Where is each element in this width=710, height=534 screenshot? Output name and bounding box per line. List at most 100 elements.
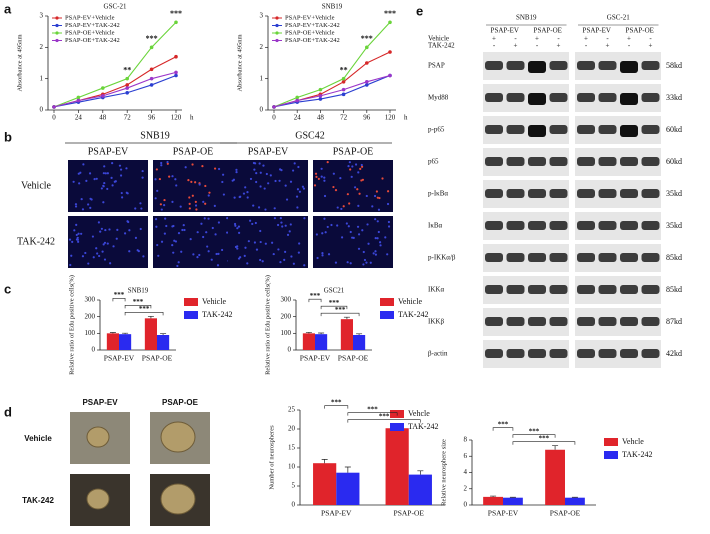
nucleus	[336, 206, 339, 209]
y-axis-label: Number of neurospheres	[268, 425, 275, 490]
nucleus	[247, 240, 250, 243]
nucleus	[200, 222, 203, 225]
blot-band	[485, 189, 503, 198]
nucleus	[292, 262, 295, 265]
treatment-sign: +	[649, 42, 653, 50]
bar	[503, 497, 523, 505]
nucleus	[323, 217, 326, 220]
blot-band	[620, 349, 638, 358]
nucleus	[342, 205, 345, 208]
blot-band	[641, 61, 660, 70]
nucleus	[264, 242, 267, 245]
nucleus	[273, 217, 277, 220]
nucleus	[196, 231, 199, 234]
nucleus	[95, 247, 98, 250]
data-point	[125, 76, 129, 81]
nucleus	[106, 242, 109, 245]
nucleus	[74, 205, 78, 208]
nucleus	[334, 261, 338, 264]
nucleus	[207, 250, 210, 253]
error-bar	[305, 331, 312, 334]
size-label: 35kd	[666, 221, 682, 230]
nucleus	[106, 187, 109, 191]
nucleus	[127, 220, 130, 224]
chart-title: GSC21	[324, 287, 345, 295]
nucleus	[198, 253, 201, 257]
legend-swatch	[390, 423, 404, 431]
nucleus	[137, 250, 140, 253]
nucleus	[350, 175, 353, 178]
significance-label: ***	[146, 34, 158, 43]
nucleus	[327, 253, 331, 256]
group-label: PSAP-EV	[82, 398, 118, 407]
blot-band	[598, 61, 617, 70]
significance-label: ***	[539, 434, 550, 442]
nucleus	[173, 239, 176, 242]
legend-swatch	[604, 438, 618, 446]
axis	[471, 440, 596, 506]
data-point	[295, 95, 300, 100]
nucleus	[72, 180, 75, 183]
size-label: 33kd	[666, 93, 682, 102]
protein-label: IKKβ	[428, 318, 444, 326]
nucleus	[387, 220, 391, 224]
nucleus	[351, 236, 354, 239]
blot-band	[528, 349, 546, 358]
nucleus	[194, 204, 198, 207]
blot-band	[577, 285, 595, 294]
bar	[565, 497, 585, 505]
nucleus	[109, 262, 112, 265]
blot-band	[549, 93, 568, 102]
nucleus	[171, 200, 174, 203]
legend-label: Vehicle	[398, 297, 422, 306]
y-axis-label: Relative neurosphere size	[440, 439, 447, 506]
data-point	[365, 83, 369, 87]
series-line	[273, 21, 391, 108]
nucleus	[208, 191, 211, 194]
nucleus	[361, 178, 365, 181]
nucleus	[103, 241, 107, 244]
nucleus	[378, 196, 381, 200]
y-tick-label: 2	[40, 43, 44, 51]
nucleus	[103, 258, 107, 261]
x-tick-label: PSAP-EV	[300, 354, 331, 363]
nucleus	[348, 202, 351, 205]
blot-band	[598, 125, 617, 134]
nucleus	[253, 168, 256, 171]
nucleus	[254, 221, 257, 225]
treatment-sign: +	[584, 35, 588, 43]
treatment-label: Vehicle	[24, 434, 52, 443]
nucleus	[234, 245, 238, 249]
nucleus	[89, 197, 92, 200]
data-point	[341, 80, 346, 84]
nucleus	[236, 247, 239, 250]
nucleus	[206, 245, 209, 248]
blot-band	[598, 349, 617, 358]
treatment-label: TAK-242	[22, 496, 54, 505]
y-tick-label: 300	[85, 296, 96, 304]
nucleus	[116, 228, 119, 232]
nucleus	[111, 162, 114, 165]
y-tick-label: 20	[288, 425, 296, 433]
nucleus	[159, 203, 162, 206]
blot-band	[485, 125, 503, 134]
nucleus	[188, 207, 191, 210]
nucleus	[366, 223, 369, 226]
nucleus	[365, 261, 368, 264]
nucleus	[332, 172, 335, 175]
nucleus	[202, 200, 205, 203]
treatment-label: Vehicle	[428, 35, 449, 43]
blot-band	[485, 349, 503, 358]
chart-title: SNB19	[322, 3, 343, 11]
nucleus	[284, 250, 287, 253]
bar	[353, 335, 366, 350]
nucleus	[360, 165, 364, 168]
nucleus	[75, 238, 79, 241]
data-point	[149, 83, 154, 87]
y-tick-label: 8	[464, 436, 468, 444]
y-axis-label: Relative ratio of Edu positive cells(%)	[264, 275, 271, 375]
nucleus	[121, 196, 124, 199]
bar	[340, 319, 353, 350]
nucleus	[100, 227, 103, 230]
bar	[302, 333, 315, 350]
